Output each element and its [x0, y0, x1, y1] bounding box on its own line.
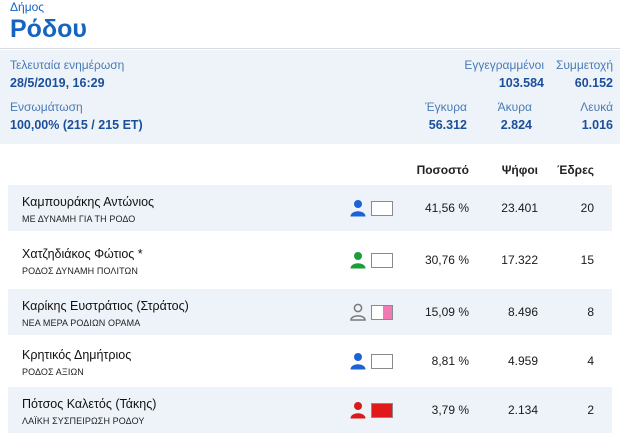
turnout-label: Συμμετοχή: [555, 58, 613, 72]
seat-count: 4: [587, 354, 594, 368]
column-header-percent: Ποσοστό: [416, 163, 469, 177]
invalid-value: 2.824: [500, 118, 532, 132]
party-name: ΛΑΪΚΗ ΣΥΣΠΕΙΡΩΣΗ ΡΟΔΟΥ: [22, 416, 145, 426]
vote-percent: 30,76 %: [424, 253, 469, 267]
valid-stat: Έγκυρα 56.312: [425, 100, 467, 132]
party-color-swatch: [371, 354, 393, 369]
vote-percent: 15,09 %: [424, 305, 469, 319]
registered-label: Εγγεγραμμένοι: [464, 58, 544, 72]
candidate-name: Χατζηδιάκος Φώτιος *: [22, 247, 143, 261]
vote-percent: 41,56 %: [424, 201, 469, 215]
person-icon: [350, 200, 366, 217]
last-update-label: Τελευταία ενημέρωση: [10, 58, 125, 72]
integration-stat: Ενσωμάτωση 100,00% (215 / 215 ΕΤ): [10, 100, 143, 132]
candidate-row: Καρίκης Ευστράτιος (Στράτος) ΝΕΑ ΜΕΡΑ ΡΟΔ…: [8, 289, 612, 335]
valid-value: 56.312: [428, 118, 467, 132]
party-color-swatch: [371, 201, 393, 216]
page-title: Ρόδου: [10, 15, 87, 43]
invalid-stat: Άκυρα 2.824: [498, 100, 532, 132]
party-name: ΝΕΑ ΜΕΡΑ ΡΟΔΙΩΝ ΟΡΑΜΑ: [22, 318, 141, 328]
vote-count: 23.401: [501, 201, 538, 215]
blank-value: 1.016: [581, 118, 613, 132]
seat-count: 15: [580, 253, 594, 267]
vote-percent: 3,79 %: [431, 403, 469, 417]
vote-count: 4.959: [507, 354, 538, 368]
candidate-row: Χατζηδιάκος Φώτιος * ΡΟΔΟΣ ΔΥΝΑΜΗ ΠΟΛΙΤΩΝ…: [8, 237, 612, 283]
party-color-swatch: [371, 403, 393, 418]
last-update-stat: Τελευταία ενημέρωση 28/5/2019, 16:29: [10, 58, 124, 90]
integration-value: 100,00% (215 / 215 ΕΤ): [10, 118, 143, 132]
candidate-name: Καρίκης Ευστράτιος (Στράτος): [22, 299, 189, 313]
last-update-value: 28/5/2019, 16:29: [10, 76, 105, 90]
party-name: ΡΟΔΟΣ ΔΥΝΑΜΗ ΠΟΛΙΤΩΝ: [22, 266, 138, 276]
person-outline-icon: [350, 303, 366, 321]
seat-count: 2: [587, 403, 594, 417]
candidate-row: Πότσος Καλετός (Τάκης) ΛΑΪΚΗ ΣΥΣΠΕΙΡΩΣΗ Ρ…: [8, 387, 612, 433]
candidate-name: Κρητικός Δημήτριος: [22, 348, 132, 362]
person-icon: [350, 353, 366, 370]
municipality-label: Δήμος: [10, 0, 45, 14]
vote-count: 8.496: [507, 305, 538, 319]
candidate-row: Κρητικός Δημήτριος ΡΟΔΟΣ ΑΞΙΩΝ 8,81 % 4.959…: [8, 338, 612, 384]
party-name: ΜΕ ΔΥΝΑΜΗ ΓΙΑ ΤΗ ΡΟΔΟ: [22, 214, 136, 224]
candidate-name: Καμπουράκης Αντώνιος: [22, 195, 155, 209]
blank-stat: Λευκά 1.016: [580, 100, 613, 132]
integration-label: Ενσωμάτωση: [10, 100, 83, 114]
seat-count: 8: [587, 305, 594, 319]
registered-value: 103.584: [498, 76, 544, 90]
vote-count: 17.322: [501, 253, 538, 267]
seat-count: 20: [580, 201, 594, 215]
party-color-swatch: [371, 253, 393, 268]
person-icon: [350, 402, 366, 419]
vote-percent: 8,81 %: [431, 354, 469, 368]
party-color-fill: [372, 404, 392, 417]
blank-label: Λευκά: [580, 100, 613, 114]
stats-panel: Τελευταία ενημέρωση 28/5/2019, 16:29 Εγγ…: [0, 50, 620, 144]
turnout-value: 60.152: [574, 76, 613, 90]
registered-stat: Εγγεγραμμένοι 103.584: [464, 58, 544, 90]
party-color-swatch: [371, 305, 393, 320]
header-divider: [0, 48, 620, 49]
party-color-fill: [383, 306, 392, 319]
page-header: Δήμος Ρόδου: [10, 0, 87, 44]
candidate-name: Πότσος Καλετός (Τάκης): [22, 397, 157, 411]
vote-count: 2.134: [507, 403, 538, 417]
valid-label: Έγκυρα: [425, 100, 467, 114]
turnout-stat: Συμμετοχή 60.152: [556, 58, 613, 90]
party-name: ΡΟΔΟΣ ΑΞΙΩΝ: [22, 367, 84, 377]
candidate-row: Καμπουράκης Αντώνιος ΜΕ ΔΥΝΑΜΗ ΓΙΑ ΤΗ ΡΟΔ…: [8, 185, 612, 231]
column-header-seats: Έδρες: [557, 163, 594, 177]
invalid-label: Άκυρα: [497, 100, 532, 114]
person-icon: [350, 252, 366, 269]
column-header-votes: Ψήφοι: [501, 163, 538, 177]
